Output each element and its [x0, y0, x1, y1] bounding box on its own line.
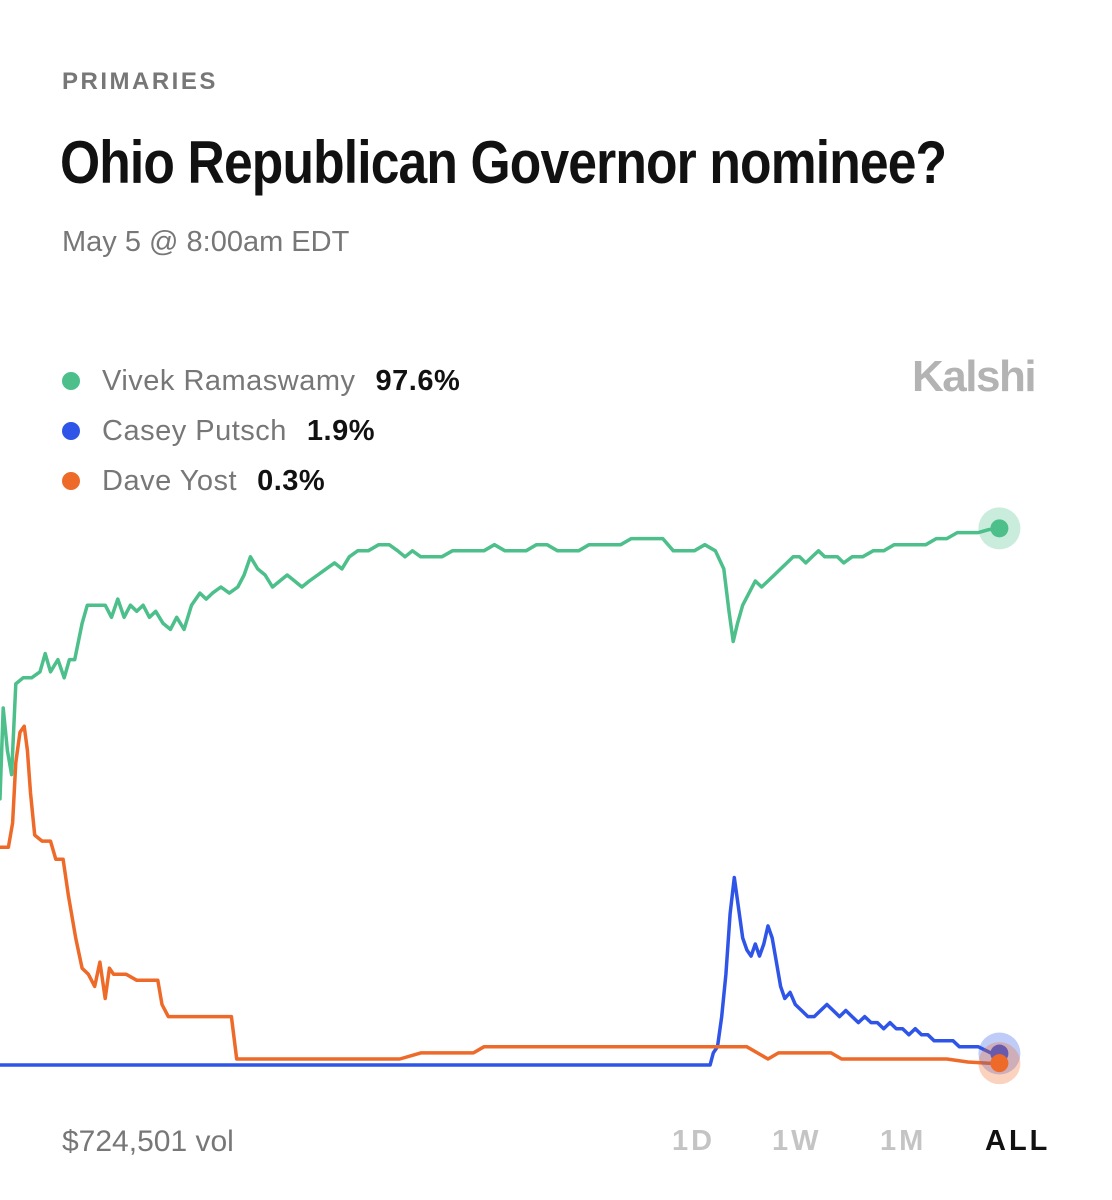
- kalshi-logo: Kalshi: [912, 352, 1037, 401]
- time-range-selector: 1D 1W 1M ALL: [660, 1125, 1060, 1165]
- legend-dot: [62, 472, 80, 490]
- legend-item-dave-yost: Dave Yost 0.3%: [62, 456, 460, 506]
- market-title: Ohio Republican Governor nominee?: [60, 129, 947, 196]
- legend-value: 0.3%: [257, 464, 326, 497]
- legend-name: Casey Putsch: [102, 414, 287, 447]
- series-line-vivek-ramaswamy: [0, 526, 1002, 801]
- series-line-dave-yost: [0, 724, 1002, 1065]
- range-button-1m[interactable]: 1M: [880, 1125, 927, 1157]
- legend-dot: [62, 372, 80, 390]
- endpoint-marker-dave-yost: [990, 1054, 1009, 1073]
- range-button-1w[interactable]: 1W: [772, 1125, 822, 1157]
- legend-name: Vivek Ramaswamy: [102, 364, 356, 397]
- legend-item-vivek-ramaswamy: Vivek Ramaswamy 97.6%: [62, 356, 460, 406]
- series-line-casey-putsch: [0, 875, 1002, 1067]
- range-button-1d[interactable]: 1D: [672, 1125, 716, 1157]
- chart-legend: Vivek Ramaswamy 97.6% Casey Putsch 1.9% …: [62, 356, 460, 506]
- legend-item-casey-putsch: Casey Putsch 1.9%: [62, 406, 460, 456]
- legend-value: 97.6%: [375, 364, 461, 397]
- market-category: PRIMARIES: [62, 68, 218, 95]
- range-button-all[interactable]: ALL: [985, 1125, 1051, 1157]
- volume-label: $724,501 vol: [62, 1125, 234, 1158]
- legend-value: 1.9%: [306, 414, 376, 447]
- legend-name: Dave Yost: [102, 464, 238, 497]
- market-date: May 5 @ 8:00am EDT: [62, 226, 350, 258]
- legend-dot: [62, 422, 80, 440]
- endpoint-marker-vivek-ramaswamy: [990, 519, 1009, 538]
